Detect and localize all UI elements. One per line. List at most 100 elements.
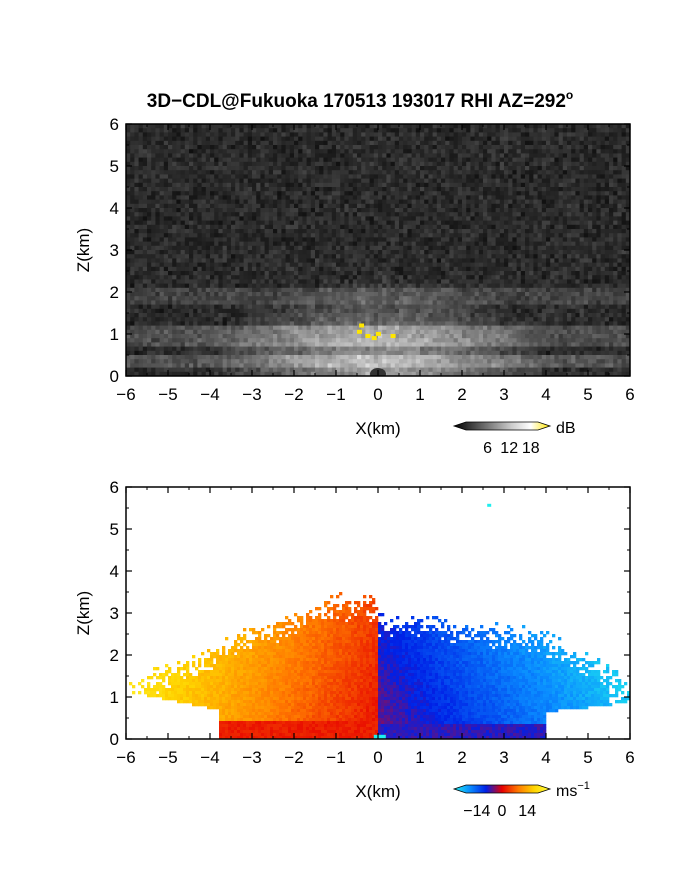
intensity-cell (315, 199, 320, 205)
intensity-cell (126, 287, 131, 293)
intensity-cell (260, 166, 265, 171)
intensity-cell (386, 262, 391, 268)
intensity-cell (273, 250, 278, 255)
intensity-cell (281, 199, 286, 205)
intensity-cell (365, 128, 370, 133)
intensity-cell (621, 187, 627, 192)
intensity-cell (264, 157, 270, 163)
intensity-cell (260, 128, 265, 133)
intensity-cell (210, 241, 215, 247)
intensity-cell (176, 287, 181, 293)
intensity-cell (226, 136, 232, 142)
intensity-cell (625, 271, 630, 276)
intensity-cell (319, 266, 324, 272)
intensity-cell (344, 170, 349, 175)
intensity-cell (361, 203, 366, 209)
intensity-cell (348, 212, 354, 217)
intensity-cell (529, 145, 534, 150)
intensity-cell (567, 229, 572, 234)
intensity-cell (491, 224, 496, 230)
intensity-cell (231, 258, 236, 263)
intensity-cell (205, 229, 211, 234)
intensity-cell (424, 161, 429, 167)
intensity-cell (394, 178, 400, 184)
intensity-cell (411, 266, 417, 272)
intensity-cell (520, 237, 526, 242)
intensity-cell (554, 220, 559, 226)
intensity-cell (550, 208, 555, 213)
intensity-cell (361, 271, 366, 276)
intensity-cell (323, 292, 328, 297)
intensity-cell (600, 136, 606, 142)
intensity-cell (436, 233, 442, 238)
intensity-cell (478, 182, 484, 188)
intensity-cell (193, 140, 198, 146)
intensity-cell (520, 132, 526, 137)
intensity-cell (260, 199, 265, 205)
intensity-cell (260, 191, 265, 196)
intensity-cell (184, 237, 190, 242)
intensity-cell (499, 258, 505, 263)
intensity-cell (331, 258, 337, 263)
intensity-cell (289, 195, 295, 200)
intensity-cell (491, 287, 496, 293)
intensity-cell (155, 132, 160, 137)
intensity-cell (264, 140, 270, 146)
intensity-cell (495, 254, 501, 259)
intensity-cell (596, 145, 601, 150)
intensity-cell (214, 132, 219, 137)
intensity-cell (432, 287, 438, 293)
intensity-cell (386, 245, 391, 251)
intensity-cell (415, 161, 421, 167)
intensity-cell (596, 174, 601, 179)
intensity-cell (256, 170, 261, 175)
intensity-cell (331, 195, 337, 200)
intensity-cell (273, 136, 278, 142)
intensity-cell (319, 149, 324, 154)
intensity-cell (273, 216, 278, 221)
intensity-cell (201, 296, 207, 301)
intensity-cell (323, 266, 328, 272)
intensity-cell (609, 132, 614, 137)
intensity-cell (562, 124, 568, 129)
intensity-cell (373, 124, 379, 129)
intensity-cell (554, 245, 559, 251)
intensity-cell (546, 212, 551, 217)
intensity-cell (399, 292, 404, 297)
intensity-cell (310, 258, 316, 263)
intensity-cell (495, 161, 501, 167)
intensity-cell (327, 283, 333, 289)
intensity-cell (441, 182, 446, 188)
intensity-cell (310, 296, 316, 301)
intensity-cell (331, 140, 337, 146)
intensity-cell (613, 262, 618, 268)
intensity-cell (302, 203, 307, 209)
intensity-cell (378, 224, 383, 230)
intensity-cell (554, 262, 559, 268)
intensity-cell (508, 157, 513, 163)
intensity-cell (172, 153, 177, 158)
intensity-cell (550, 136, 555, 142)
intensity-cell (613, 145, 618, 150)
intensity-cell (390, 199, 396, 205)
intensity-cell (268, 199, 274, 205)
intensity-cell (285, 254, 291, 259)
intensity-cell (508, 254, 513, 259)
intensity-cell (214, 266, 219, 272)
intensity-cell (558, 212, 564, 217)
intensity-cell (357, 128, 362, 133)
intensity-cell (340, 237, 345, 242)
intensity-cell (340, 195, 345, 200)
intensity-cell (600, 208, 606, 213)
intensity-cell (420, 275, 425, 280)
intensity-cell (344, 195, 349, 200)
intensity-cell (260, 258, 265, 263)
intensity-cell (495, 136, 501, 142)
intensity-cell (470, 199, 475, 205)
intensity-cell (247, 266, 253, 272)
intensity-cell (546, 199, 551, 205)
intensity-cell (483, 166, 488, 171)
intensity-cell (365, 208, 370, 213)
intensity-cell (466, 233, 471, 238)
intensity-cell (260, 262, 265, 268)
